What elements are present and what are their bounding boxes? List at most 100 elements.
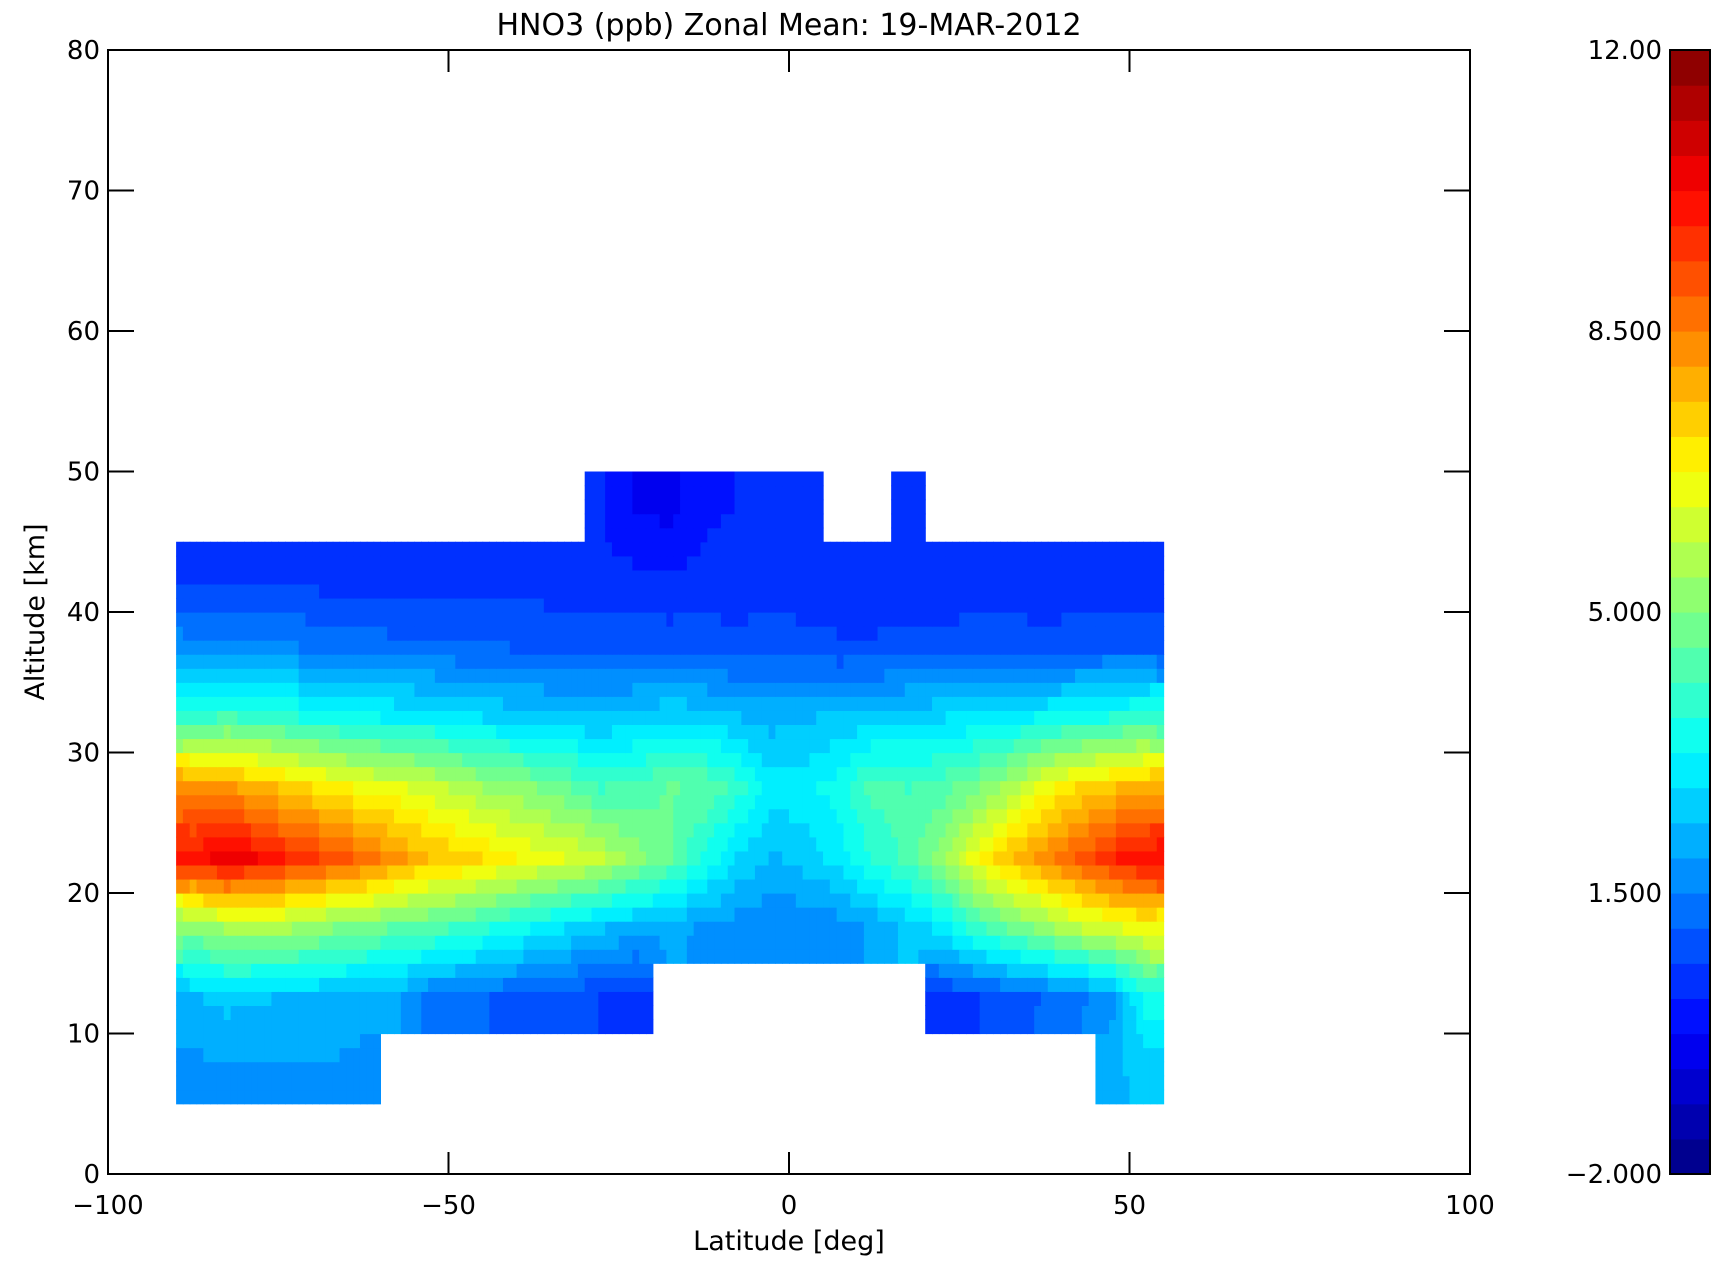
heatmap-cell — [877, 864, 885, 880]
heatmap-cell — [176, 977, 184, 992]
heatmap-cell — [1143, 1075, 1151, 1091]
heatmap-cell — [244, 1061, 252, 1077]
heatmap-cell — [557, 597, 565, 613]
heatmap-cell — [1061, 822, 1069, 838]
heatmap-cell — [230, 864, 238, 880]
heatmap-cell — [509, 878, 518, 894]
heatmap-cell — [564, 991, 572, 1006]
heatmap-cell — [857, 626, 865, 641]
heatmap-cell — [557, 541, 565, 557]
heatmap-cell — [584, 766, 593, 782]
heatmap-cell — [720, 864, 729, 880]
heatmap-cell — [468, 780, 477, 796]
heatmap-cell — [1088, 794, 1097, 810]
heatmap-cell — [632, 696, 640, 711]
heatmap-cell — [952, 668, 960, 683]
heatmap-cell — [1020, 864, 1028, 880]
heatmap-cell — [1013, 654, 1022, 669]
heatmap-cell — [979, 696, 988, 711]
heatmap-cell — [210, 921, 218, 936]
heatmap-cell — [748, 949, 756, 964]
heatmap-cell — [870, 710, 879, 725]
heatmap-cell — [673, 626, 681, 641]
heatmap-cell — [571, 780, 579, 796]
heatmap-cell — [1027, 640, 1035, 655]
heatmap-cell — [325, 555, 334, 571]
heatmap-cell — [714, 696, 722, 711]
heatmap-cell — [387, 850, 395, 866]
heatmap-cell — [686, 836, 695, 852]
heatmap-cell — [353, 949, 361, 964]
heatmap-cell — [1122, 907, 1131, 922]
heatmap-cell — [346, 850, 354, 866]
heatmap-cell — [598, 612, 606, 627]
heatmap-cell — [244, 1047, 252, 1063]
heatmap-cell — [1115, 710, 1124, 725]
heatmap-cell — [598, 935, 606, 950]
heatmap-cell — [1061, 1019, 1069, 1035]
heatmap-cell — [775, 907, 783, 922]
heatmap-cell — [598, 583, 606, 599]
heatmap-cell — [203, 654, 211, 669]
heatmap-cell — [312, 1061, 320, 1077]
heatmap-cell — [1000, 766, 1008, 782]
heatmap-cell — [325, 1075, 334, 1091]
heatmap-cell — [414, 626, 422, 641]
heatmap-cell — [394, 597, 402, 613]
heatmap-cell — [285, 878, 293, 894]
heatmap-cell — [1027, 808, 1035, 824]
heatmap-cell — [216, 935, 225, 950]
heatmap-cell — [993, 682, 1001, 697]
heatmap-cell — [789, 935, 797, 950]
heatmap-cell — [816, 640, 824, 655]
heatmap-cell — [319, 654, 327, 669]
heatmap-cell — [251, 682, 259, 697]
heatmap-cell — [1061, 836, 1069, 852]
heatmap-cell — [1040, 878, 1049, 894]
heatmap-cell — [1061, 808, 1069, 824]
heatmap-cell — [176, 1005, 184, 1021]
heatmap-cell — [918, 766, 926, 782]
heatmap-cell — [1040, 808, 1049, 824]
heatmap-cell — [802, 766, 811, 782]
heatmap-cell — [809, 626, 817, 641]
heatmap-cell — [366, 597, 375, 613]
heatmap-cell — [196, 794, 204, 810]
heatmap-cell — [278, 1019, 286, 1035]
heatmap-cell — [904, 780, 913, 796]
heatmap-cell — [509, 1005, 518, 1021]
heatmap-cell — [707, 738, 715, 754]
heatmap-cell — [257, 541, 266, 557]
heatmap-cell — [400, 850, 409, 866]
heatmap-cell — [291, 654, 300, 669]
heatmap-cell — [339, 626, 347, 641]
heatmap-cell — [693, 864, 702, 880]
heatmap-cell — [884, 569, 892, 585]
heatmap-cell — [959, 949, 967, 964]
heatmap-cell — [1000, 822, 1008, 838]
heatmap-cell — [407, 794, 416, 810]
heatmap-cell — [571, 935, 579, 950]
heatmap-cell — [1027, 654, 1035, 669]
heatmap-cell — [1095, 1075, 1103, 1091]
heatmap-cell — [598, 696, 606, 711]
heatmap-cell — [571, 1019, 579, 1035]
heatmap-cell — [884, 710, 892, 725]
heatmap-cell — [264, 991, 273, 1006]
heatmap-cell — [434, 583, 443, 599]
heatmap-cell — [571, 921, 579, 936]
heatmap-cell — [414, 569, 422, 585]
heatmap-cell — [775, 836, 783, 852]
heatmap-cell — [972, 893, 981, 908]
heatmap-cell — [952, 794, 960, 810]
heatmap-cell — [373, 640, 381, 655]
heatmap-cell — [959, 864, 967, 880]
heatmap-cell — [741, 864, 749, 880]
heatmap-cell — [230, 541, 238, 557]
heatmap-cell — [761, 710, 770, 725]
heatmap-cell — [400, 654, 409, 669]
heatmap-cell — [598, 710, 606, 725]
heatmap-cell — [291, 921, 300, 936]
heatmap-cell — [353, 907, 361, 922]
heatmap-cell — [680, 808, 688, 824]
